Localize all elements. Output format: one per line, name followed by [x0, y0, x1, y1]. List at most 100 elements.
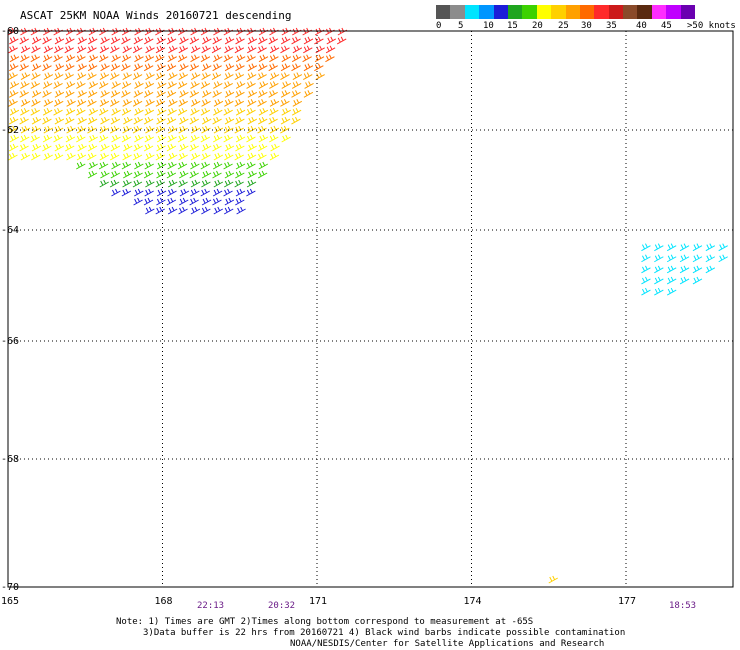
wind-barb: [110, 72, 120, 80]
wind-barb: [20, 152, 31, 161]
colorbar-label: 0: [436, 21, 442, 31]
wind-barb: [257, 72, 267, 80]
wind-barb: [132, 99, 143, 107]
wind-barb: [246, 107, 256, 116]
wind-barb: [247, 90, 258, 98]
wind-barb: [268, 90, 278, 98]
wind-barb: [666, 287, 677, 296]
wind-barb: [281, 81, 292, 89]
wind-barb: [291, 81, 302, 89]
wind-barb: [109, 125, 120, 134]
latitude-tick-label: -62: [1, 125, 19, 136]
wind-barb: [179, 90, 189, 98]
colorbar-label: 40: [636, 21, 647, 31]
wind-barb: [679, 265, 690, 274]
wind-barb: [201, 143, 212, 152]
wind-barb: [223, 107, 233, 116]
wind-barb: [679, 276, 690, 285]
wind-barb: [224, 99, 234, 107]
wind-barb: [155, 152, 166, 161]
wind-barb: [190, 81, 200, 89]
wind-barb: [280, 90, 291, 98]
wind-barb: [257, 45, 267, 54]
wind-barb: [666, 276, 677, 285]
wind-barb: [189, 170, 199, 179]
wind-barb: [654, 265, 664, 274]
wind-barb: [190, 152, 201, 161]
wind-barb: [31, 116, 42, 125]
wind-barb: [178, 152, 188, 161]
wind-barb: [133, 36, 144, 45]
colorbar-segment: [594, 5, 609, 19]
wind-barb: [143, 197, 154, 206]
wind-barb: [258, 107, 269, 116]
wind-barb: [144, 54, 155, 63]
wind-barb: [178, 179, 188, 188]
wind-barb: [53, 125, 64, 134]
wind-barb: [177, 161, 188, 170]
wind-barb: [43, 45, 54, 54]
wind-barb: [87, 143, 98, 152]
wind-point-south: [548, 575, 558, 584]
wind-barb: [223, 188, 233, 197]
wind-barb: [121, 188, 132, 197]
colorbar-segment: [637, 5, 652, 19]
wind-barb: [705, 243, 716, 252]
wind-barb: [548, 575, 558, 584]
wind-barb: [718, 254, 728, 263]
wind-barb: [76, 134, 86, 143]
wind-barb: [223, 81, 233, 89]
wind-barb: [99, 179, 109, 188]
wind-barb: [718, 243, 728, 252]
wind-barb: [705, 265, 716, 274]
wind-barb: [20, 107, 30, 116]
wind-barb: [314, 54, 325, 63]
wind-barb: [304, 81, 314, 89]
wind-barb: [111, 134, 121, 143]
latitude-tick-label: -66: [1, 336, 19, 347]
wind-barb: [178, 206, 188, 215]
wind-barb: [87, 170, 98, 179]
wind-barb: [641, 265, 651, 274]
wind-barb: [189, 143, 199, 152]
wind-barb: [19, 36, 29, 45]
wind-barb: [200, 54, 211, 63]
wind-barb: [178, 45, 189, 54]
wind-barb: [247, 36, 258, 45]
wind-barb: [121, 36, 131, 45]
wind-barb: [666, 265, 677, 274]
wind-barb: [269, 134, 279, 143]
wind-barb: [201, 179, 211, 188]
wind-barb: [654, 276, 664, 285]
wind-barb: [9, 134, 20, 143]
wind-barb: [132, 179, 143, 188]
colorbar-label: 5: [458, 21, 464, 31]
wind-barb: [189, 197, 199, 206]
colorbar-segment: [666, 5, 681, 19]
wind-barb: [144, 134, 155, 143]
wind-barb: [42, 90, 52, 98]
wind-swath-main: [7, 27, 348, 215]
wind-barb: [246, 134, 256, 143]
wind-barb: [167, 152, 178, 161]
wind-barb: [166, 197, 177, 206]
wind-barb: [53, 72, 64, 80]
wind-barb: [235, 107, 246, 116]
wind-barb: [247, 63, 258, 72]
wind-barb: [121, 161, 132, 170]
wind-barb: [53, 152, 64, 161]
wind-barb: [9, 81, 20, 89]
wind-barb: [99, 45, 110, 54]
wind-barb: [679, 243, 690, 252]
wind-barb: [258, 161, 269, 170]
wind-barb: [156, 134, 167, 143]
wind-barb: [201, 125, 211, 134]
wind-barb: [133, 63, 144, 72]
wind-barb: [246, 54, 256, 63]
wind-barb: [223, 134, 233, 143]
wind-barb: [257, 99, 267, 107]
wind-barb: [65, 107, 76, 116]
wind-barb: [235, 143, 245, 152]
